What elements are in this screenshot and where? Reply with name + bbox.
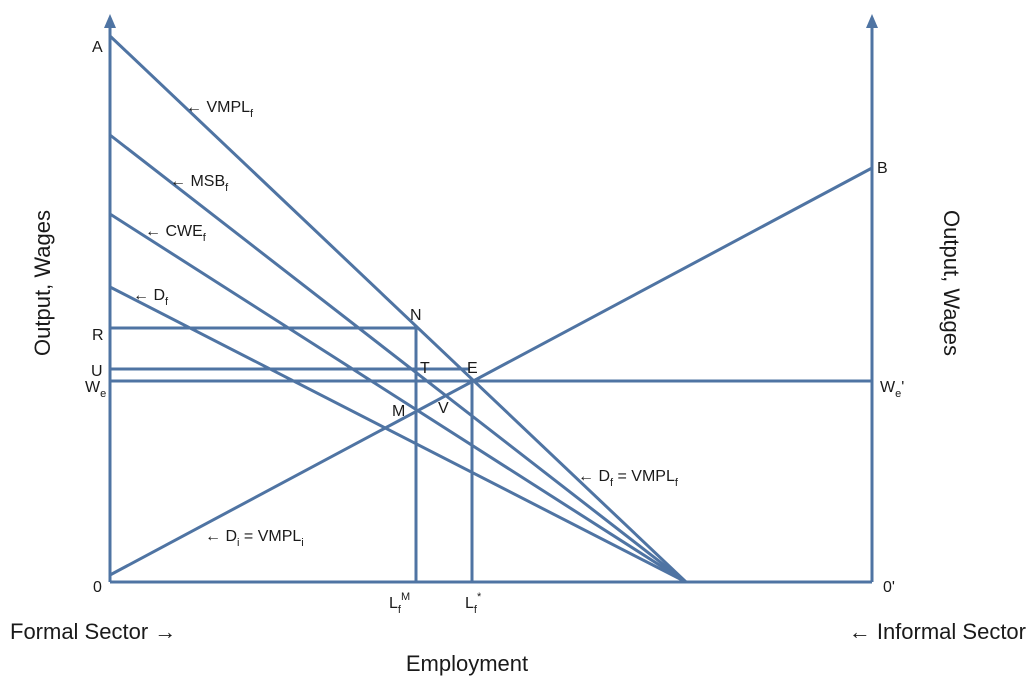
vmplf-sub: f	[250, 108, 254, 120]
point-r-label: R	[92, 327, 104, 344]
we2-suffix: '	[901, 379, 904, 396]
df-line	[109, 285, 687, 584]
right-axis-title: Output, Wages	[939, 210, 964, 356]
informal-sector-label: ← Informal Sector	[849, 619, 1026, 644]
lfm-sup: M	[401, 591, 410, 603]
cwef-sub: f	[203, 232, 207, 244]
cwef-prefix: ← CWE	[145, 223, 203, 240]
point-e-label: E	[467, 360, 478, 377]
point-a-label: A	[92, 39, 103, 56]
df-vmplf-curve-label: ← Df = VMPLf	[578, 468, 679, 489]
df-sub: f	[165, 296, 169, 308]
vmplf-prefix: ← VMPL	[186, 99, 250, 116]
dieq-sub2: i	[301, 537, 303, 549]
point-b-label: B	[877, 160, 888, 177]
di-line	[109, 166, 873, 577]
left-origin-label: 0	[93, 579, 102, 596]
cwef-curve-label: ← CWEf	[145, 223, 207, 244]
lfstar-sub: f	[474, 604, 478, 616]
vmplf-curve-label: ← VMPLf	[186, 99, 254, 120]
lfstar-main: L	[465, 595, 474, 612]
point-n-label: N	[410, 307, 422, 324]
we2-sub: e	[895, 388, 901, 400]
dfeq-sub2: f	[675, 477, 679, 489]
msbf-line	[109, 133, 687, 584]
msbf-prefix: ← MSB	[170, 173, 225, 190]
right-origin-label: 0'	[883, 579, 895, 596]
diagram-lines	[104, 14, 878, 584]
lfm-main: L	[389, 595, 398, 612]
msbf-sub: f	[225, 182, 229, 194]
point-m-label: M	[392, 403, 405, 420]
lfm-tick-label: LfM	[389, 591, 410, 616]
lfm-sub: f	[398, 604, 402, 616]
we2-main: W	[880, 379, 896, 396]
point-v-label: V	[438, 400, 449, 417]
dieq-prefix: ← D	[205, 528, 237, 545]
dfeq-mid: = VMPL	[613, 468, 675, 485]
msbf-curve-label: ← MSBf	[170, 173, 229, 194]
lfstar-tick-label: Lf*	[465, 591, 482, 616]
dieq-sub: i	[237, 537, 239, 549]
dfeq-prefix: ← D	[578, 468, 610, 485]
lfstar-sup: *	[477, 591, 482, 603]
point-u-label: U	[91, 363, 103, 380]
cwef-line	[109, 212, 687, 584]
point-we-prime-label: We'	[880, 379, 904, 400]
right-axis-arrow-icon	[866, 14, 878, 28]
df-curve-label: ← Df	[133, 287, 169, 308]
employment-axis-title: Employment	[406, 651, 528, 676]
point-t-label: T	[420, 360, 430, 377]
vmplf-line	[108, 34, 688, 584]
left-axis-arrow-icon	[104, 14, 116, 28]
di-vmpli-curve-label: ← Di = VMPLi	[205, 528, 304, 549]
df-prefix: ← D	[133, 287, 165, 304]
we-sub: e	[100, 388, 106, 400]
dfeq-sub: f	[610, 477, 614, 489]
formal-sector-label: Formal Sector →	[10, 619, 176, 644]
point-we-label: We	[85, 379, 106, 400]
dieq-mid: = VMPL	[239, 528, 301, 545]
left-axis-title: Output, Wages	[30, 210, 55, 356]
we-main: W	[85, 379, 101, 396]
